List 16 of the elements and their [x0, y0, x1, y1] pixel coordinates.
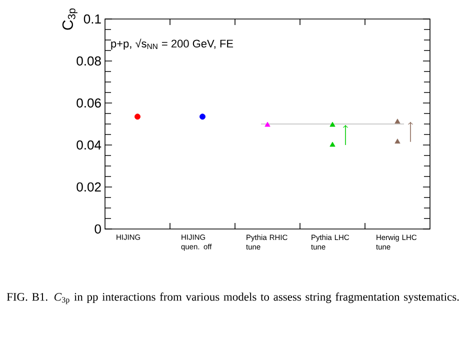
- point: [394, 138, 400, 144]
- y-tick-label: 0.04: [76, 140, 102, 150]
- y-axis-title: C$_{3p}$: [62, 8, 78, 30]
- annotation: p+p, √s$_{NN}$ = 200 GeV, FE: [111, 38, 234, 50]
- point: [264, 122, 270, 127]
- point: [330, 142, 336, 147]
- y-tick-label: 0: [94, 224, 101, 234]
- point: [200, 114, 206, 120]
- point: [134, 114, 141, 120]
- caption: FIG. B1. C$_{3p}$ in pp interactions from various models to assess string fragmentation systematics.: [6, 292, 459, 304]
- y-tick-label: 0.06: [76, 98, 101, 108]
- y-tick-label: 0.08: [76, 56, 101, 66]
- point: [394, 118, 400, 124]
- y-tick-label: 0.02: [76, 182, 101, 192]
- y-tick-label: 0.1: [84, 14, 101, 24]
- point: [330, 122, 336, 127]
